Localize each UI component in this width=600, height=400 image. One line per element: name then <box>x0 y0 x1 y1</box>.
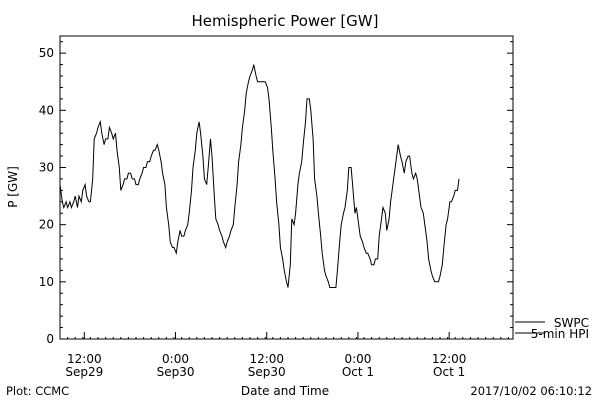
footer-right: 2017/10/02 06:10:12 <box>470 384 592 398</box>
y-tick-label: 40 <box>39 103 54 117</box>
y-tick-label: 30 <box>39 160 54 174</box>
x-tick-time-label: 0:00 <box>162 352 189 366</box>
x-tick-time-label: 12:00 <box>432 352 467 366</box>
y-tick-label: 10 <box>39 275 54 289</box>
plot-frame <box>59 35 514 340</box>
y-axis: 0 10 20 30 40 50 <box>39 41 513 346</box>
y-tick-label: 20 <box>39 218 54 232</box>
x-tick-date-label: Oct 1 <box>433 365 465 379</box>
y-axis-label: P [GW] <box>6 166 20 208</box>
y-tick-label: 50 <box>39 46 54 60</box>
y-tick-label: 0 <box>46 332 54 346</box>
x-tick-date-label: Oct 1 <box>342 365 374 379</box>
x-tick-time-label: 0:00 <box>344 352 371 366</box>
legend: SWPC 5-min HPI <box>515 316 589 341</box>
x-tick-date-label: Sep30 <box>157 365 195 379</box>
legend-entry-hpi: 5-min HPI <box>531 327 589 341</box>
legend-entry-swpc: SWPC <box>554 316 589 330</box>
x-tick-time-label: 12:00 <box>249 352 284 366</box>
x-tick-time-label: 12:00 <box>67 352 102 366</box>
chart-title: Hemispheric Power [GW] <box>192 12 379 30</box>
x-tick-date-label: Sep29 <box>65 365 103 379</box>
x-axis-label: Date and Time <box>241 384 329 398</box>
x-tick-date-label: Sep30 <box>248 365 286 379</box>
series-line-swpc <box>59 64 460 288</box>
footer-left: Plot: CCMC <box>6 384 69 398</box>
